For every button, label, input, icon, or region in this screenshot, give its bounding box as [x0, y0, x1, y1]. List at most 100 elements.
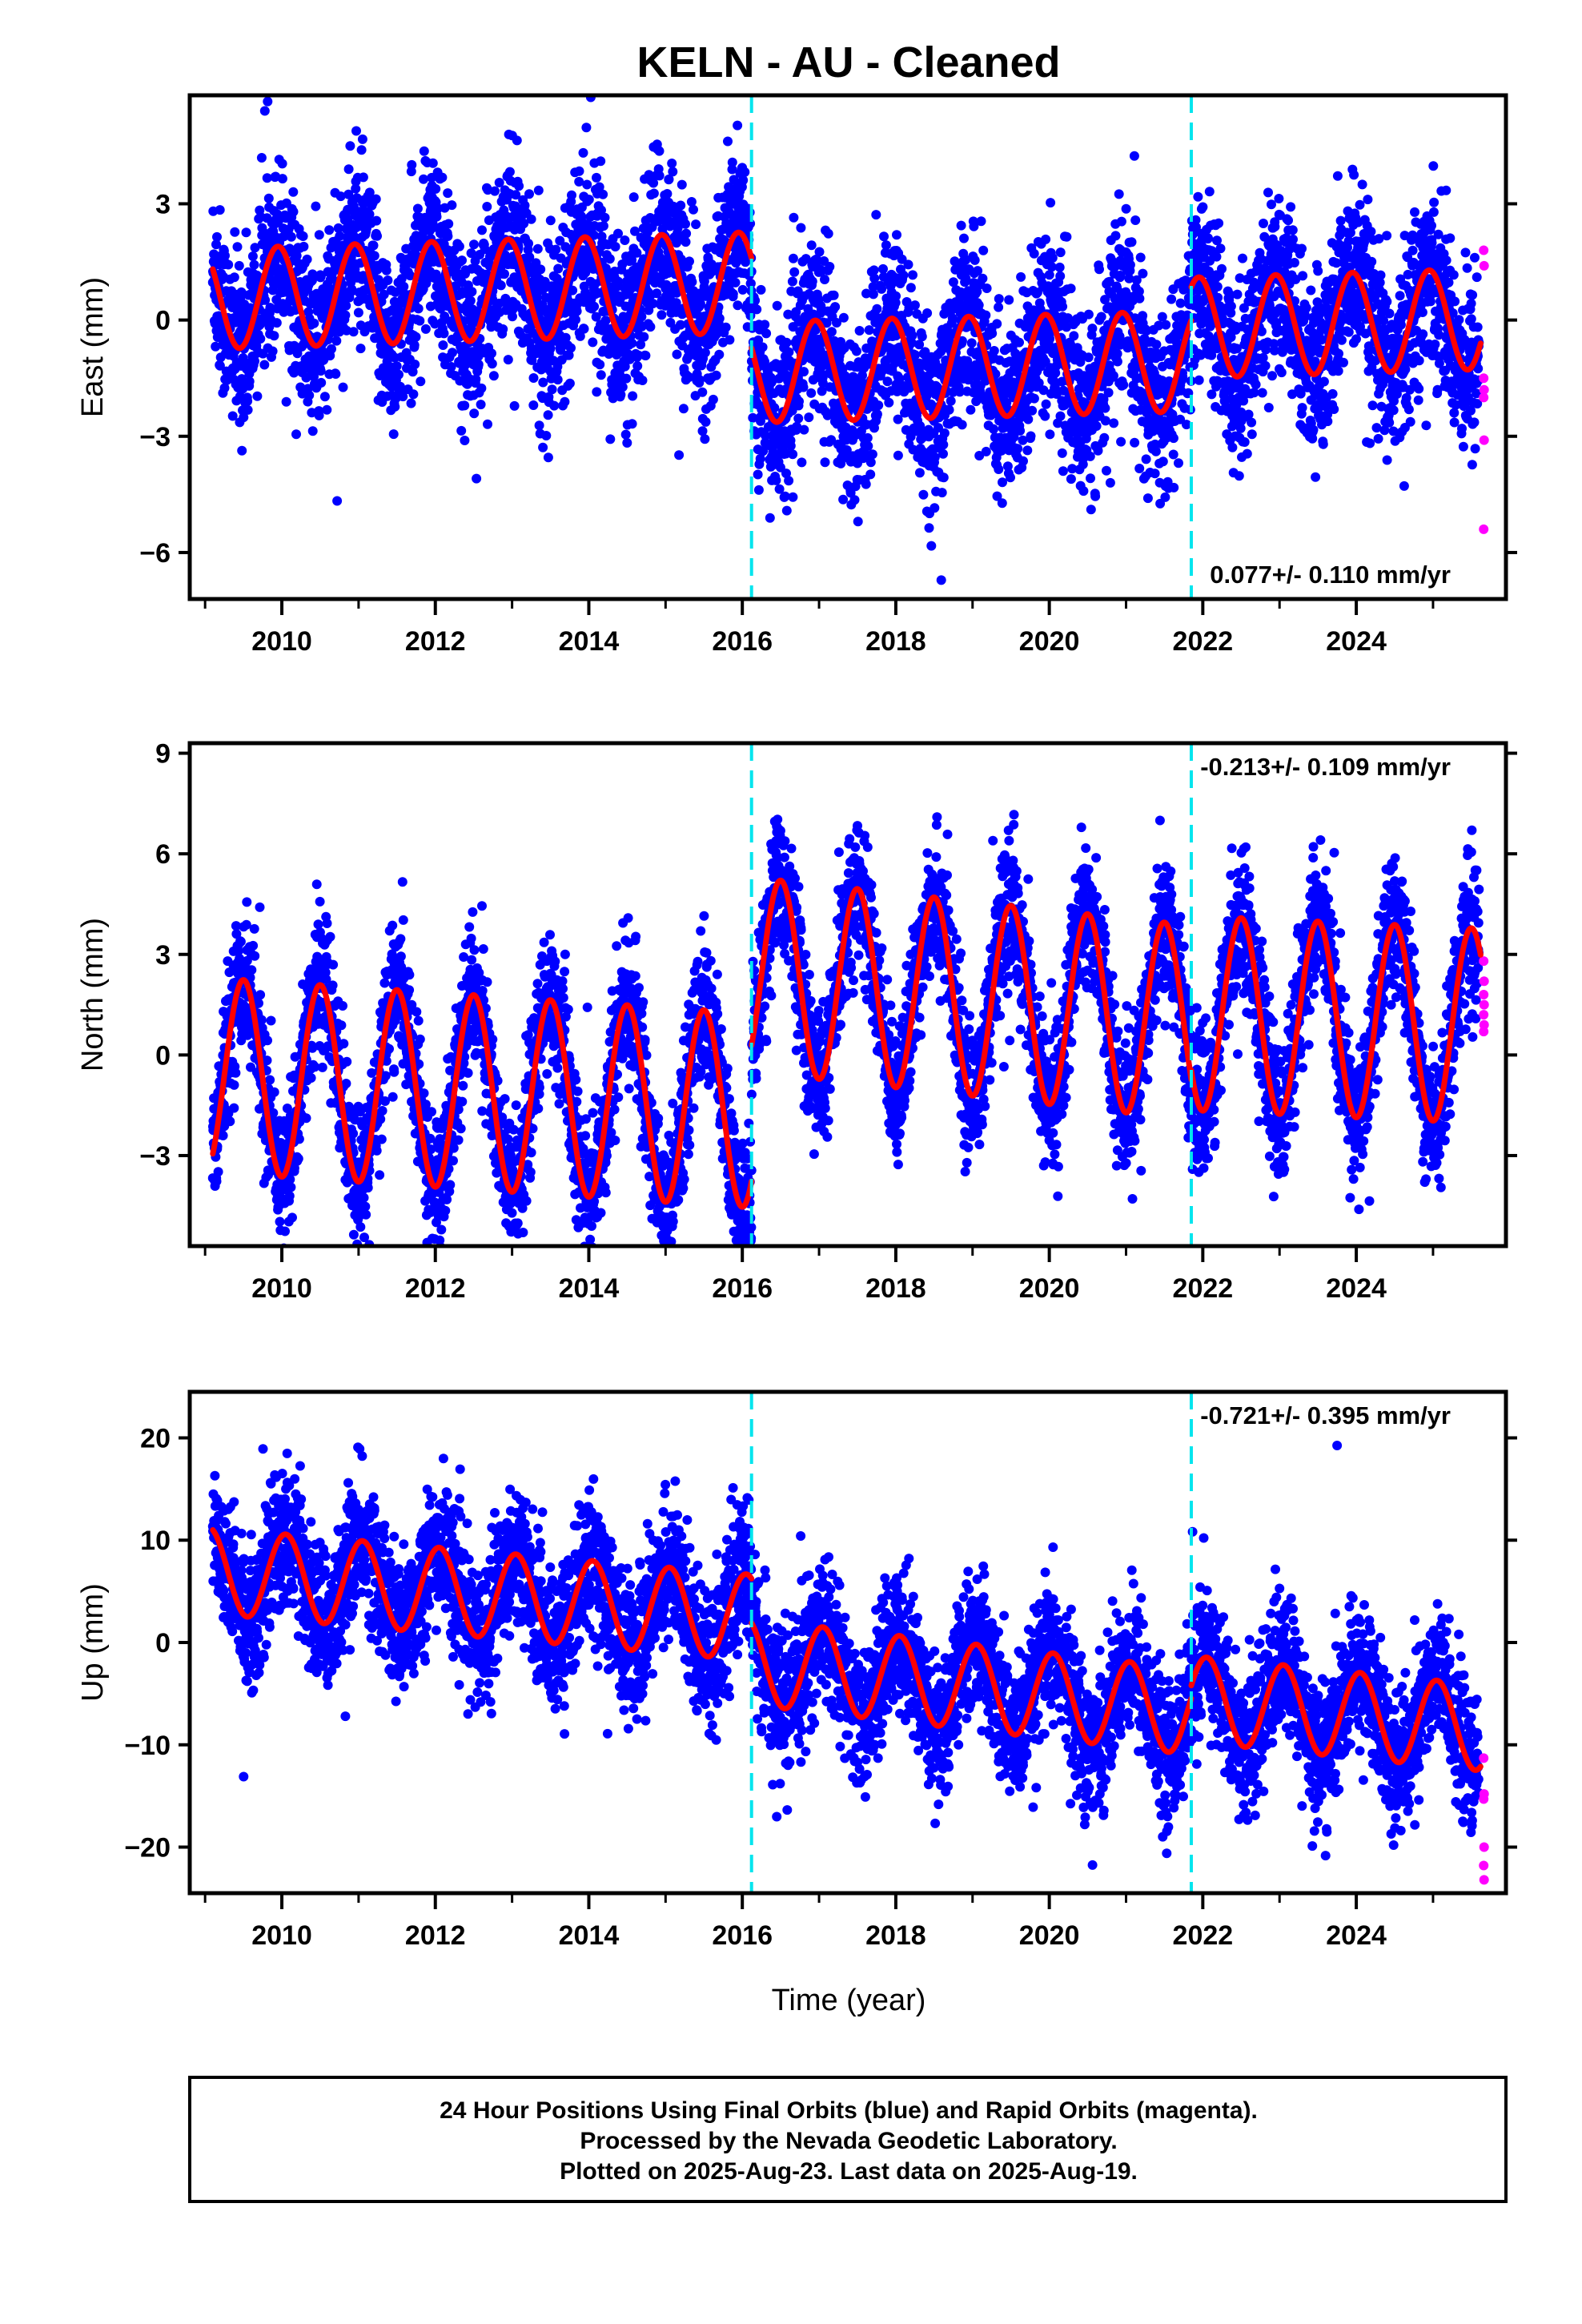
data-point [372, 231, 382, 241]
data-point [989, 346, 999, 356]
data-point [388, 429, 399, 440]
data-point [1217, 263, 1227, 274]
data-point [227, 411, 238, 421]
data-point [553, 263, 564, 274]
data-point [691, 219, 701, 230]
data-point [543, 410, 553, 420]
data-point [211, 341, 221, 352]
data-point [545, 215, 556, 226]
data-point [311, 201, 321, 211]
data-point [335, 191, 346, 202]
data-point [654, 171, 665, 181]
data-point [1066, 474, 1076, 485]
data-point [1160, 492, 1170, 502]
data-point [673, 223, 683, 233]
data-point [998, 477, 1007, 488]
data-point [537, 300, 548, 310]
data-point [678, 404, 689, 414]
data-point [429, 222, 440, 232]
data-point [1214, 218, 1224, 228]
data-point [938, 440, 949, 450]
data-point [301, 372, 311, 383]
data-point [220, 251, 230, 261]
data-point [978, 245, 989, 255]
data-point [407, 159, 417, 170]
data-point [338, 382, 348, 392]
data-point [419, 146, 429, 156]
data-point [532, 292, 542, 303]
data-point [823, 228, 833, 239]
data-point [723, 136, 733, 147]
data-point [630, 226, 640, 236]
data-point [1130, 215, 1141, 225]
data-point [668, 167, 678, 177]
data-point [356, 145, 367, 155]
data-point [538, 442, 548, 452]
data-point [620, 429, 631, 440]
data-point [1116, 436, 1126, 447]
data-point [681, 228, 692, 239]
data-point [600, 316, 611, 326]
data-point [1087, 324, 1098, 334]
data-point [708, 394, 718, 404]
data-point [437, 172, 448, 183]
data-point [1083, 309, 1094, 320]
data-point [938, 448, 948, 459]
data-point [1062, 231, 1072, 242]
data-point [358, 172, 368, 183]
data-point [864, 325, 874, 336]
data-point [413, 304, 424, 314]
data-point [575, 331, 585, 341]
data-point [854, 326, 865, 336]
data-point [383, 275, 393, 285]
data-point [309, 318, 319, 328]
data-point [628, 192, 639, 203]
data-point [538, 377, 548, 388]
data-point [237, 445, 247, 456]
data-point [307, 426, 318, 436]
data-point [851, 346, 861, 356]
data-point [865, 457, 876, 468]
data-point [697, 387, 708, 397]
data-point [671, 298, 681, 308]
data-point [640, 351, 651, 360]
data-point [584, 195, 594, 205]
data-point [443, 188, 453, 199]
data-point [331, 336, 342, 346]
data-point [412, 203, 423, 214]
data-point [348, 327, 359, 337]
data-point [628, 391, 638, 401]
data-point [415, 316, 425, 326]
data-point [241, 227, 251, 238]
data-point [627, 338, 637, 348]
data-point [1057, 448, 1067, 458]
data-point [797, 457, 807, 468]
data-point [509, 400, 520, 411]
data-point [249, 259, 259, 270]
data-point [494, 178, 504, 187]
data-point [1109, 418, 1119, 428]
data-point [549, 400, 560, 411]
data-point [700, 434, 710, 444]
data-point [448, 348, 457, 358]
data-point [490, 186, 500, 196]
data-point [1227, 442, 1238, 452]
data-point [1168, 433, 1178, 444]
data-point [907, 331, 917, 340]
data-point [1198, 202, 1208, 212]
data-point [1014, 337, 1024, 348]
data-point [1151, 340, 1162, 350]
data-point [304, 390, 315, 400]
data-point [443, 231, 453, 241]
data-point [319, 392, 330, 402]
data-point [753, 485, 764, 495]
data-point [1054, 262, 1065, 272]
data-point [676, 320, 685, 330]
data-point [364, 209, 375, 219]
data-point [1121, 203, 1131, 214]
data-point [1085, 451, 1095, 461]
data-point [867, 449, 877, 460]
data-point [291, 251, 302, 261]
data-point [390, 401, 400, 412]
data-point [259, 106, 270, 116]
